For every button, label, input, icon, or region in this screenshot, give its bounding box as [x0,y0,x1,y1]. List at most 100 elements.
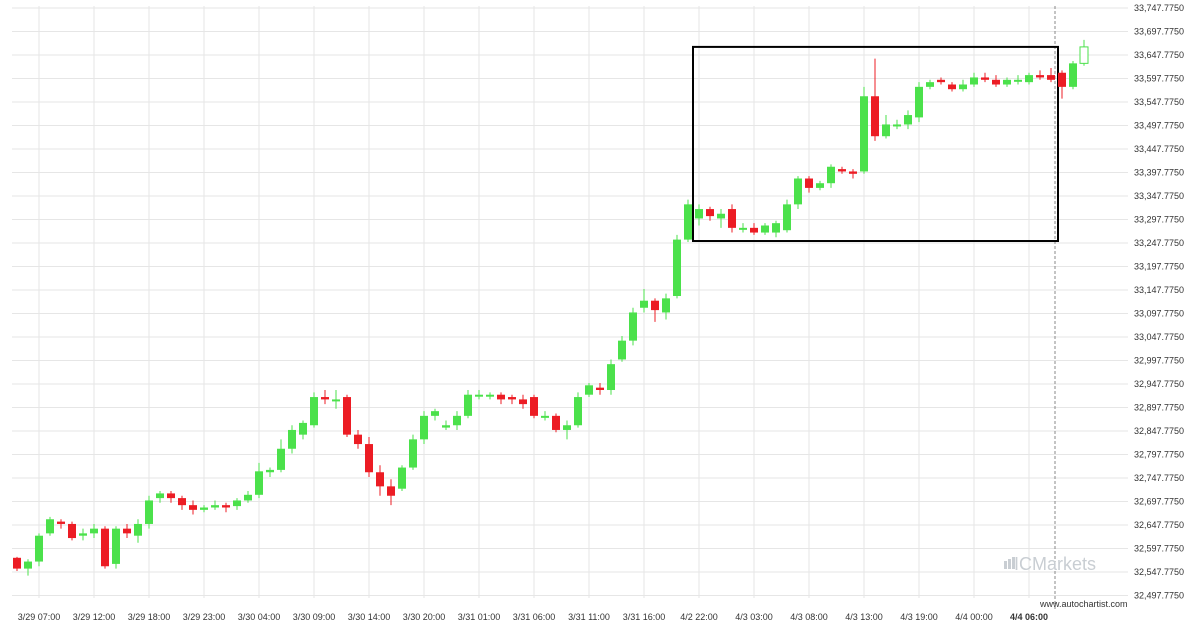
candle-body [123,528,131,534]
candle [321,390,329,405]
candle [893,119,901,130]
candle-body [728,209,736,228]
candle [596,382,604,395]
candle-body [860,96,868,172]
candle-body [167,493,175,499]
candle-body [475,394,483,397]
pattern-highlight-layer [692,45,1059,243]
candle-body [1036,75,1044,78]
candle-body [761,225,769,233]
candle [1079,39,1089,66]
candle-body [178,498,186,506]
candle-body [420,415,428,440]
candle [354,429,362,449]
candle-body [992,79,1000,85]
candle-body [827,166,835,184]
y-tick-label: 33,647.7750 [1134,50,1184,60]
candle-body [200,507,208,510]
candle [530,394,538,419]
pattern-highlight-box [692,45,1059,243]
y-tick-label: 32,647.7750 [1134,520,1184,530]
candle [871,58,879,141]
candle [90,523,98,539]
candle [13,556,21,571]
y-tick-label: 32,697.7750 [1134,497,1184,507]
x-tick-label: 4/3 13:00 [845,612,883,622]
candle [552,413,560,433]
candle [772,220,780,238]
candle [46,516,54,536]
candle-body [618,340,626,360]
candle [35,533,43,567]
y-tick-label: 33,697.7750 [1134,27,1184,37]
candle-body [46,519,54,534]
candle [783,199,791,233]
candle [343,394,351,438]
candle-body [431,411,439,416]
candle-body [959,84,967,90]
candle-body [904,115,912,125]
candle [541,411,549,421]
x-tick-label: 3/29 12:00 [73,612,116,622]
candle [167,491,175,503]
candle-body [1058,72,1066,87]
candle [926,79,934,90]
candle [849,169,857,179]
candle-body [255,471,263,495]
candle-body [321,397,329,400]
x-tick-label: 3/31 11:00 [568,612,610,622]
candle [1014,75,1022,85]
y-tick-label: 33,247.7750 [1134,238,1184,248]
candle-body [343,397,351,435]
candle-body [750,227,758,233]
y-tick-label: 32,497.7750 [1134,591,1184,601]
watermark-bar-icon [1004,561,1007,569]
candle [838,166,846,174]
watermark-bar-icon [1008,559,1011,569]
candle [420,411,428,445]
candle-body [783,204,791,231]
candle-body [541,415,549,418]
candle [332,390,340,409]
x-tick-label: 3/29 07:00 [18,612,61,622]
candle-body [662,298,670,313]
candle-body [277,448,285,470]
x-tick-label: 3/30 09:00 [293,612,336,622]
candle-body [794,178,802,205]
y-tick-label: 32,897.7750 [1134,403,1184,413]
candle-body [739,227,747,230]
candle-body [651,300,659,311]
candle-body [926,82,934,87]
candle-body [79,533,87,536]
candle-body [981,77,989,80]
candle [68,521,76,541]
candle-body [24,561,32,569]
candle [398,465,406,492]
candle [948,82,956,92]
candle [57,519,65,529]
x-tick-label: 3/29 18:00 [128,612,171,622]
candle-body [508,397,516,400]
x-tick-label: 4/3 03:00 [735,612,773,622]
credit-link[interactable]: www.autochartist.com [1039,599,1128,609]
y-tick-label: 33,747.7750 [1134,3,1184,13]
candle [222,502,230,513]
candle [1036,70,1044,80]
candle [178,495,186,510]
candle [156,491,164,503]
candle [816,180,824,191]
candle [365,437,373,477]
candle-body [1003,79,1011,85]
candle-body [453,415,461,426]
y-tick-label: 33,197.7750 [1134,262,1184,272]
watermark-bar-icon [1012,557,1015,569]
y-tick-label: 33,447.7750 [1134,144,1184,154]
candle [574,392,582,428]
candle-body [464,394,472,416]
candle-body [376,472,384,487]
candle [233,498,241,510]
candle-body [288,429,296,449]
candle [1003,77,1011,87]
candle-body [772,223,780,233]
